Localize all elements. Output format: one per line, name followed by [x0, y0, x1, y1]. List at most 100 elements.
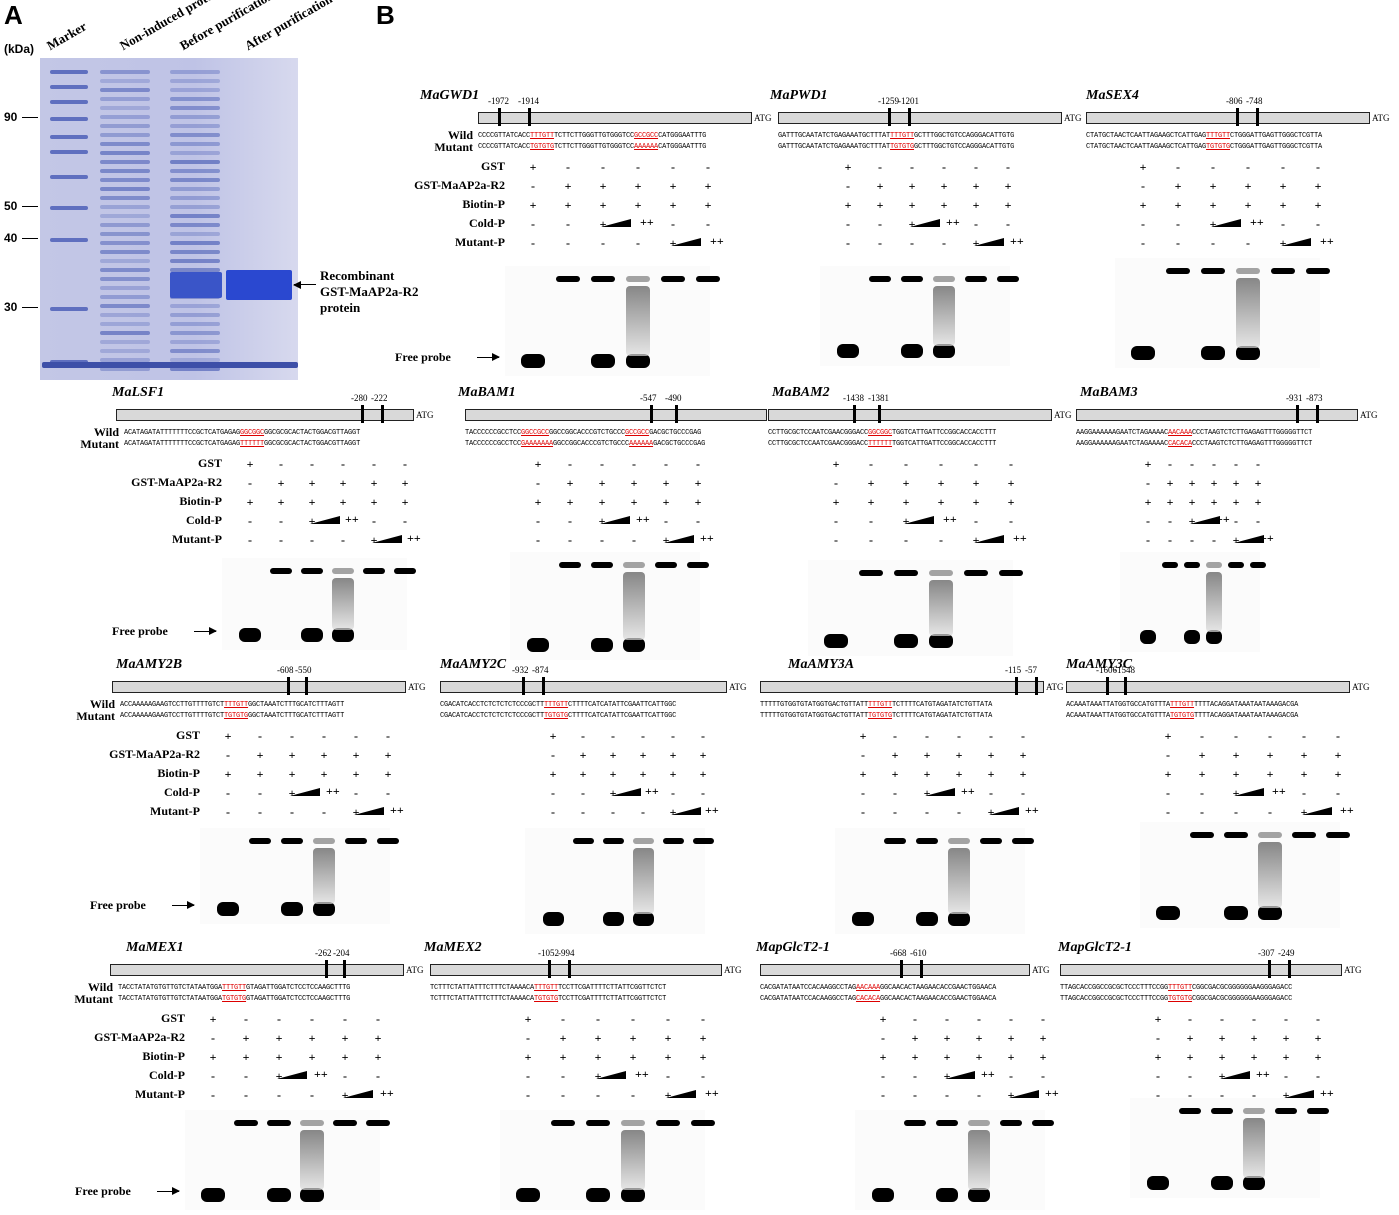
gene-12-mutantp-sym-1: - [557, 1088, 569, 1103]
gene-2-biotin-sym-5: + [1312, 198, 1324, 213]
gene-3-mutantp-sym-0: - [244, 533, 256, 548]
gene-12-protein-sym-3: + [627, 1031, 639, 1046]
gene-11-cold-sym-0: - [207, 1069, 219, 1084]
gene-8-tick-1 [542, 677, 545, 695]
gene-8-cold-sym-1: - [577, 786, 589, 801]
gene-10-wild-seg-2: TTTTACAGGATAAATAATAAAGACGA [1194, 701, 1298, 709]
gene-11-gst-sym-2: - [273, 1012, 285, 1027]
gene-13-gst-sym-4: - [1005, 1012, 1017, 1027]
gene-8-shift-band-1 [573, 838, 594, 844]
gene-0-name: MaGWD1 [420, 88, 479, 104]
gene-0-pos-1: -1914 [518, 96, 539, 106]
gene-5-mutantp-sym-0: - [830, 533, 842, 548]
gene-5-free-band-3 [929, 634, 954, 648]
gene-1-mutant-wedge [974, 238, 1004, 246]
protein-band [170, 223, 220, 227]
gene-13-mutant-seg-0: CACGATATAATCCACAAGGCCTAG [760, 995, 856, 1003]
gene-3-protein-sym-2: + [306, 476, 318, 491]
gene-4-biotin-sym-5: + [692, 495, 704, 510]
gene-12-shift-band-3 [621, 1120, 646, 1126]
gene-10-mutant-seq: ACAAATAAATTATGGTGCCATGTTTATGTGTGTTTTACAG… [1066, 712, 1298, 720]
gene-6-wild-seg-0: AAGGAAAAAAGAATCTAGAAAAC [1076, 429, 1168, 437]
gene-4-gst-sym-5: - [692, 457, 704, 472]
protein-band [170, 322, 220, 326]
gene-11-biotin-sym-1: + [240, 1050, 252, 1065]
marker-30: 30 [4, 300, 17, 314]
gene-7-smear [313, 848, 335, 904]
gene-0-label-cold: Cold-P [310, 216, 505, 231]
gene-7-mutantp-sym-5: ++ [390, 803, 402, 818]
gene-13-biotin-sym-2: + [941, 1050, 953, 1065]
gene-11-label-protein: GST-MaAP2a-R2 [16, 1030, 185, 1045]
protein-band [100, 295, 150, 299]
gene-0-cold-sym-4: - [667, 217, 679, 232]
gene-12-mutant-seg-2: TCCTTCGATTTTCTTATTCGGTTCTCT [558, 995, 666, 1003]
gene-9-mutantp-sym-1: - [889, 805, 901, 820]
protein-band [170, 187, 220, 191]
gene-4-protein-sym-3: + [628, 476, 640, 491]
gene-4-shift-band-3 [623, 562, 645, 568]
gene-14-wild-seg-2: CGGCGACGCGGGGGGAAGGGAGACC [1192, 984, 1292, 992]
gene-1-gst-sym-3: - [938, 160, 950, 175]
gene-10-wild-seq: ACAAATAAATTATGGTGCCATGTTTATTTGTTTTTTACAG… [1066, 701, 1298, 709]
gene-3-atg: ATG [416, 410, 434, 420]
gene-2-cold-sym-1: - [1172, 217, 1184, 232]
gene-5-mutantp-sym-2: - [900, 533, 912, 548]
gene-2-gst-sym-3: - [1242, 160, 1254, 175]
gene-7-promoter-bar [112, 681, 406, 693]
gene-8-protein-sym-1: + [577, 748, 589, 763]
gene-6-biotin-sym-5: + [1252, 495, 1264, 510]
gene-11-mutant-seg-2: GTAGATTGGATCTCCTCCAAGCTTTG [246, 995, 350, 1003]
gene-14-smear [1243, 1118, 1265, 1178]
gene-11-cold-sym-4: - [339, 1069, 351, 1084]
gene-5-pos-1: -1381 [868, 393, 889, 403]
gene-13-biotin-sym-4: + [1005, 1050, 1017, 1065]
gene-4-gst-sym-0: + [532, 457, 544, 472]
gene-0-mutantp-sym-5: ++ [710, 234, 722, 249]
gene-2-gst-sym-5: - [1312, 160, 1324, 175]
gene-12-free-band-3 [621, 1188, 646, 1202]
gene-14-shift-band-1 [1179, 1108, 1201, 1114]
gene-12-cold-sym-4: - [662, 1069, 674, 1084]
gene-11-gst-sym-0: + [207, 1012, 219, 1027]
gene-5-biotin-sym-2: + [900, 495, 912, 510]
gene-5-protein-sym-1: + [865, 476, 877, 491]
gene-10-free-band-3 [1258, 906, 1282, 920]
gene-13-cold-sym-0: - [877, 1069, 889, 1084]
marker-band [50, 238, 88, 242]
gene-12-cold-sym-5: - [697, 1069, 709, 1084]
gene-0-biotin-sym-0: + [527, 198, 539, 213]
gene-8-shift-band-2 [603, 838, 624, 844]
protein-band [170, 79, 220, 83]
gene-7-mutantp-sym-0: - [222, 805, 234, 820]
gene-5-promoter-bar [768, 409, 1052, 421]
gene-5-mutant-seg-1: TTTTTT [868, 440, 892, 448]
gene-4-tick-0 [650, 405, 653, 423]
gene-7-shift-band-1 [249, 838, 271, 844]
gene-11-gst-sym-1: - [240, 1012, 252, 1027]
gene-12-gst-sym-0: + [522, 1012, 534, 1027]
protein-band [100, 205, 150, 209]
gene-12-pos-1: -994 [558, 948, 575, 958]
gene-4-cold-sym-4: - [660, 514, 672, 529]
gene-9-biotin-sym-4: + [985, 767, 997, 782]
gene-4-mutantp-sym-0: - [532, 533, 544, 548]
gene-5-biotin-sym-4: + [970, 495, 982, 510]
gene-6-gst-sym-1: - [1164, 457, 1176, 472]
gene-7-label-gst: GST [6, 728, 200, 743]
gene-14-gst-sym-4: - [1280, 1012, 1292, 1027]
gene-14-protein-sym-5: + [1312, 1031, 1324, 1046]
gene-11-mutantp-sym-1: - [240, 1088, 252, 1103]
gene-13-gst-sym-3: - [973, 1012, 985, 1027]
gene-7-mutant-seq: ACCAAAAAGAAGTCCTTGTTTTGTCTTGTGTGGGCTAAAT… [120, 712, 344, 720]
gene-0-mutantp-sym-1: - [562, 236, 574, 251]
gene-3-label-mutantp: Mutant-P [2, 532, 222, 547]
gene-7-cold-sym-1: - [254, 786, 266, 801]
gene-12-cold-sym-1: - [557, 1069, 569, 1084]
gene-4-cold-sym-3: ++ [636, 512, 648, 527]
gene-12-protein-sym-0: - [522, 1031, 534, 1046]
gene-6-mutant-seq: AAGGAAAAAAGAATCTAGAAAACCACACACCCTAAGTCTC… [1076, 440, 1312, 448]
gene-10-cold-sym-1: - [1196, 786, 1208, 801]
protein-band [100, 313, 150, 317]
gene-9-cold-sym-1: - [889, 786, 901, 801]
